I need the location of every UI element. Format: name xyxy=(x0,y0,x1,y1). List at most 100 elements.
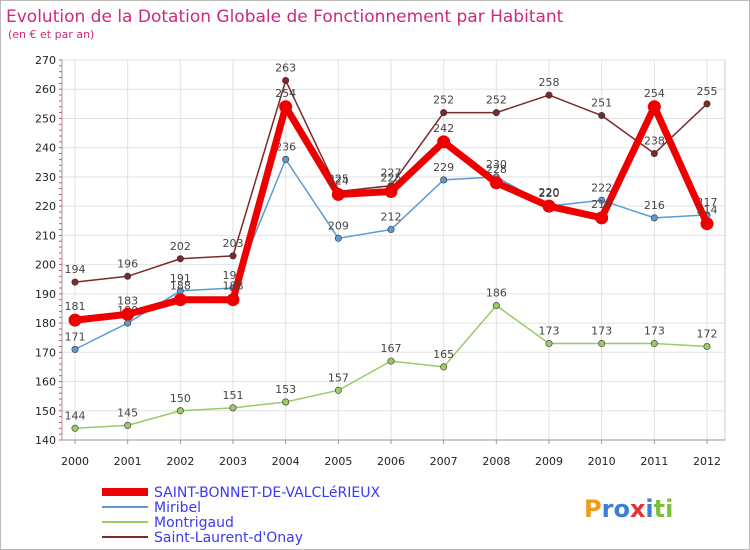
y-tick-label: 230 xyxy=(35,171,56,184)
x-tick-label: 2004 xyxy=(272,455,300,468)
y-tick-label: 200 xyxy=(35,259,56,272)
data-point-1 xyxy=(440,176,448,184)
x-tick-label: 2006 xyxy=(377,455,405,468)
y-tick-label: 150 xyxy=(35,405,56,418)
data-label-0: 228 xyxy=(486,163,507,176)
data-label-3: 255 xyxy=(697,85,718,98)
data-point-3 xyxy=(282,76,290,84)
x-tick-label: 2008 xyxy=(482,455,510,468)
data-label-2: 186 xyxy=(486,287,507,300)
series-1: 171180191192236209212229230220222216217 xyxy=(65,140,718,353)
data-label-2: 167 xyxy=(381,342,402,355)
data-point-3 xyxy=(650,150,658,158)
data-point-0 xyxy=(437,135,451,149)
data-label-0: 225 xyxy=(381,172,402,185)
x-tick-label: 2001 xyxy=(114,455,142,468)
data-label-0: 216 xyxy=(591,198,612,211)
legend-label-1: Miribel xyxy=(154,500,201,516)
data-point-2 xyxy=(440,363,448,371)
legend: SAINT-BONNET-DE-VALCLéRIEUXMiribelMontri… xyxy=(102,485,380,546)
y-tick-label: 180 xyxy=(35,317,56,330)
y-tick-label: 160 xyxy=(35,376,56,389)
y-tick-label: 170 xyxy=(35,346,56,359)
data-point-0 xyxy=(542,199,556,213)
data-label-3: 252 xyxy=(433,94,454,107)
x-tick-label: 2005 xyxy=(324,455,352,468)
data-label-2: 153 xyxy=(275,383,296,396)
data-label-3: 202 xyxy=(170,240,191,253)
series-3: 194 196 202 203 263 225 227 252 252 258 251 238 255 xyxy=(65,61,718,286)
data-label-0: 224 xyxy=(328,174,349,187)
data-point-3 xyxy=(124,272,132,280)
data-label-3: 203 xyxy=(223,237,244,250)
data-point-0 xyxy=(595,211,609,225)
data-label-3: 263 xyxy=(275,61,296,74)
data-point-2 xyxy=(229,404,237,412)
data-point-3 xyxy=(229,252,237,260)
y-tick-label: 270 xyxy=(35,54,56,67)
y-tick-label: 250 xyxy=(35,112,56,125)
data-point-2 xyxy=(176,407,184,415)
data-point-1 xyxy=(598,196,606,204)
y-tick-label: 220 xyxy=(35,200,56,213)
axes: 140 150 160 170 180 190 200 210 220 230 240 250 260 2… xyxy=(35,54,725,468)
data-point-2 xyxy=(334,386,342,394)
data-label-3: 194 xyxy=(65,263,86,276)
data-label-1: 229 xyxy=(433,161,454,174)
data-label-2: 173 xyxy=(591,325,612,338)
data-label-1: 191 xyxy=(170,272,191,285)
data-label-3: 238 xyxy=(644,135,665,148)
data-label-0: 188 xyxy=(170,280,191,293)
data-point-0 xyxy=(700,217,714,231)
data-label-2: 173 xyxy=(539,325,560,338)
y-tick-label: 210 xyxy=(35,229,56,242)
data-point-0 xyxy=(173,293,187,307)
data-label-0: 220 xyxy=(539,186,560,199)
x-tick-label: 2009 xyxy=(535,455,563,468)
data-point-3 xyxy=(703,100,711,108)
y-tick-label: 140 xyxy=(35,434,56,447)
y-tick-label: 190 xyxy=(35,288,56,301)
data-label-2: 157 xyxy=(328,371,349,384)
data-label-1: 171 xyxy=(65,330,86,343)
data-point-3 xyxy=(440,109,448,117)
proxiti-logo: Proxiti xyxy=(584,495,673,523)
data-point-2 xyxy=(545,340,553,348)
grid xyxy=(61,59,726,441)
data-point-0 xyxy=(121,307,135,321)
data-label-2: 144 xyxy=(65,409,86,422)
data-label-3: 258 xyxy=(539,76,560,89)
data-point-3 xyxy=(176,255,184,263)
legend-label-2: Montrigaud xyxy=(154,515,234,531)
data-point-0 xyxy=(331,187,345,201)
x-tick-label: 2003 xyxy=(219,455,247,468)
data-label-1: 216 xyxy=(644,199,665,212)
data-label-0: 181 xyxy=(65,300,86,313)
data-label-1: 220 xyxy=(539,187,560,200)
data-point-1 xyxy=(650,214,658,222)
data-label-1: 230 xyxy=(486,158,507,171)
legend-label-3: Saint-Laurent-d'Onay xyxy=(154,530,303,546)
x-tick-label: 2000 xyxy=(61,455,89,468)
data-point-3 xyxy=(598,112,606,120)
x-tick-label: 2010 xyxy=(588,455,616,468)
data-point-2 xyxy=(282,398,290,406)
data-point-2 xyxy=(703,342,711,350)
data-point-2 xyxy=(387,357,395,365)
y-tick-label: 240 xyxy=(35,142,56,155)
data-point-0 xyxy=(647,100,661,114)
data-point-3 xyxy=(492,109,500,117)
data-label-2: 173 xyxy=(644,325,665,338)
data-point-2 xyxy=(71,424,79,432)
chart-subtitle: (en € et par an) xyxy=(8,28,94,41)
data-label-0: 183 xyxy=(117,294,138,307)
data-point-1 xyxy=(124,319,132,327)
data-point-0 xyxy=(489,176,503,190)
x-tick-label: 2011 xyxy=(640,455,668,468)
data-label-2: 172 xyxy=(697,327,718,340)
data-point-1 xyxy=(71,345,79,353)
data-point-2 xyxy=(124,421,132,429)
data-point-0 xyxy=(226,293,240,307)
data-label-0: 242 xyxy=(433,122,454,135)
